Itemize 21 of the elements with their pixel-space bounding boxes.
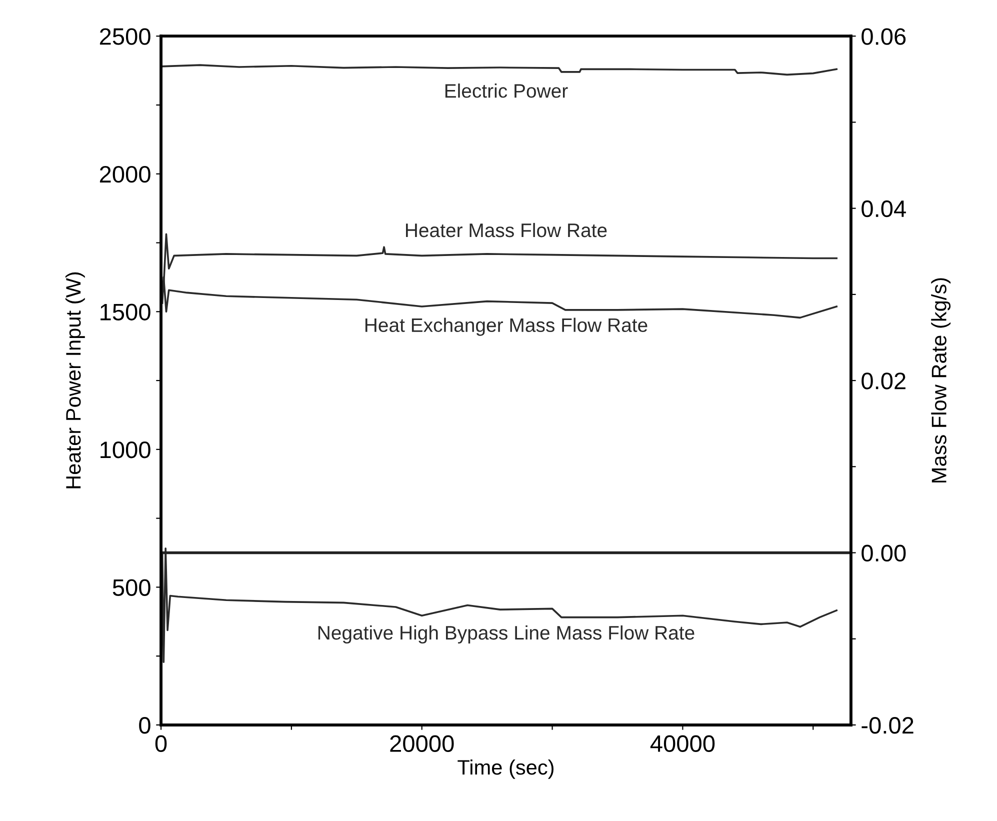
y2-tick-label: -0.02 [862,717,914,734]
y2-tick-label: 0.06 [862,28,906,45]
y2-tick-label: 0.02 [862,372,906,390]
y2-axis-title: Mass Flow Rate (kg/s) [931,278,951,482]
y2-tick-label: 0.04 [862,200,906,218]
series-label: Heat Exchanger Mass Flow Rate [365,318,648,336]
series-label: Electric Power [445,84,568,98]
y-tick-label: 2500 [100,28,150,45]
x-tick-label: 0 [155,735,167,752]
series-label: Heater Mass Flow Rate [406,222,607,238]
y-tick-label: 1500 [100,304,150,320]
y-tick-label: 1000 [100,441,150,458]
y2-tick-label: 0.00 [862,544,906,562]
y-tick-label: 500 [112,579,150,596]
x-axis-title: Time (sec) [458,759,554,779]
y-tick-label: 0 [139,717,150,734]
y-tick-label: 2000 [100,166,150,183]
y-axis-title: Heater Power Input (W) [65,272,85,488]
series-label: Negative High Bypass Line Mass Flow Rate [318,625,694,644]
x-tick-label: 40000 [650,735,715,752]
x-tick-label: 20000 [390,735,454,752]
